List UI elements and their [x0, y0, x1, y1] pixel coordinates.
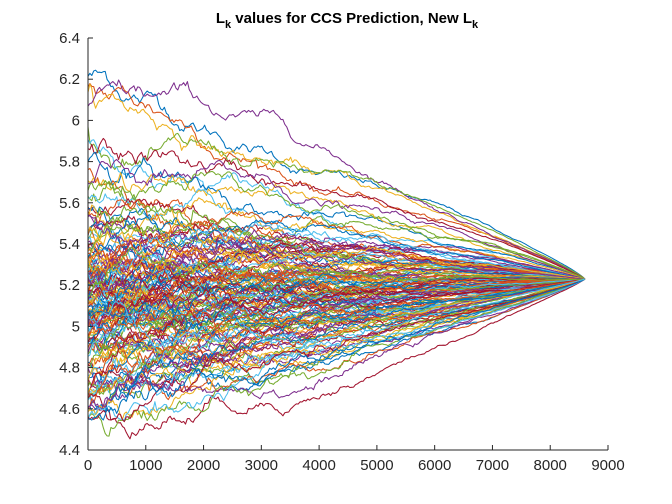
y-tick-label: 5.6 — [59, 195, 80, 212]
series-line-157 — [87, 244, 585, 280]
x-tick-label: 9000 — [591, 457, 624, 474]
series-line-146 — [87, 278, 586, 422]
chart-title-l1: L — [216, 10, 225, 27]
x-tick-label: 1000 — [129, 457, 162, 474]
x-tick-label: 8000 — [534, 457, 567, 474]
series-line-118 — [87, 278, 586, 357]
chart-title-middle: values for CCS Prediction, New L — [231, 10, 472, 27]
series-line-10 — [87, 172, 586, 280]
y-tick-label: 5 — [72, 318, 80, 335]
series-line-156 — [87, 278, 586, 336]
series-line-155 — [87, 278, 586, 330]
series-line-12 — [87, 180, 586, 280]
y-tick-label: 5.2 — [59, 277, 80, 294]
y-tick-label: 5.4 — [59, 236, 80, 253]
series-line-102 — [87, 278, 586, 330]
series-line-150 — [87, 218, 585, 280]
x-tick-label: 7000 — [476, 457, 509, 474]
x-tick-label: 4000 — [302, 457, 335, 474]
y-tick-label: 4.8 — [59, 360, 80, 377]
series-line-149 — [87, 232, 585, 291]
series-line-63 — [87, 242, 585, 297]
series-line-143 — [87, 278, 586, 421]
y-tick-label: 6.4 — [59, 30, 80, 47]
series-line-138 — [87, 278, 586, 401]
series-line-4 — [87, 79, 586, 280]
y-tick-label: 4.6 — [59, 401, 80, 418]
series-line-148 — [87, 278, 586, 421]
y-tick-label: 6.2 — [59, 71, 80, 88]
axes: 0 1000 2000 3000 4000 5000 6000 7000 8000 9000 4.4… — [59, 30, 625, 474]
chart-title: Lk values for CCS Prediction, New Lk — [216, 10, 479, 31]
series-line-140 — [87, 278, 586, 440]
x-tick-label: 2000 — [187, 457, 220, 474]
series-line-5 — [87, 126, 586, 280]
y-tick-label: 6 — [72, 112, 80, 129]
x-tick-label: 6000 — [418, 457, 451, 474]
y-tick-label: 5.8 — [59, 154, 80, 171]
y-tick-label: 4.4 — [59, 442, 80, 459]
series-line-158 — [87, 240, 585, 293]
series-line-132 — [87, 278, 586, 395]
series-line-153 — [87, 220, 585, 296]
series-line-83 — [87, 251, 585, 316]
x-tick-label: 5000 — [360, 457, 393, 474]
x-tick-label: 0 — [84, 457, 92, 474]
chart-title-sub1: k — [225, 19, 232, 31]
x-tick-label: 3000 — [245, 457, 278, 474]
series-line-159 — [87, 247, 585, 297]
series-line-111 — [87, 278, 586, 364]
chart-title-sub2: k — [472, 19, 479, 31]
series-line-139 — [87, 278, 586, 401]
series-layer — [87, 69, 586, 440]
series-line-144 — [87, 278, 586, 411]
series-line-142 — [87, 278, 586, 410]
series-line-160 — [87, 278, 586, 349]
series-line-123 — [87, 278, 586, 390]
series-line-141 — [87, 278, 586, 413]
series-line-93 — [87, 264, 585, 325]
series-line-152 — [87, 170, 586, 280]
series-line-7 — [87, 137, 586, 280]
series-line-43 — [87, 219, 586, 280]
